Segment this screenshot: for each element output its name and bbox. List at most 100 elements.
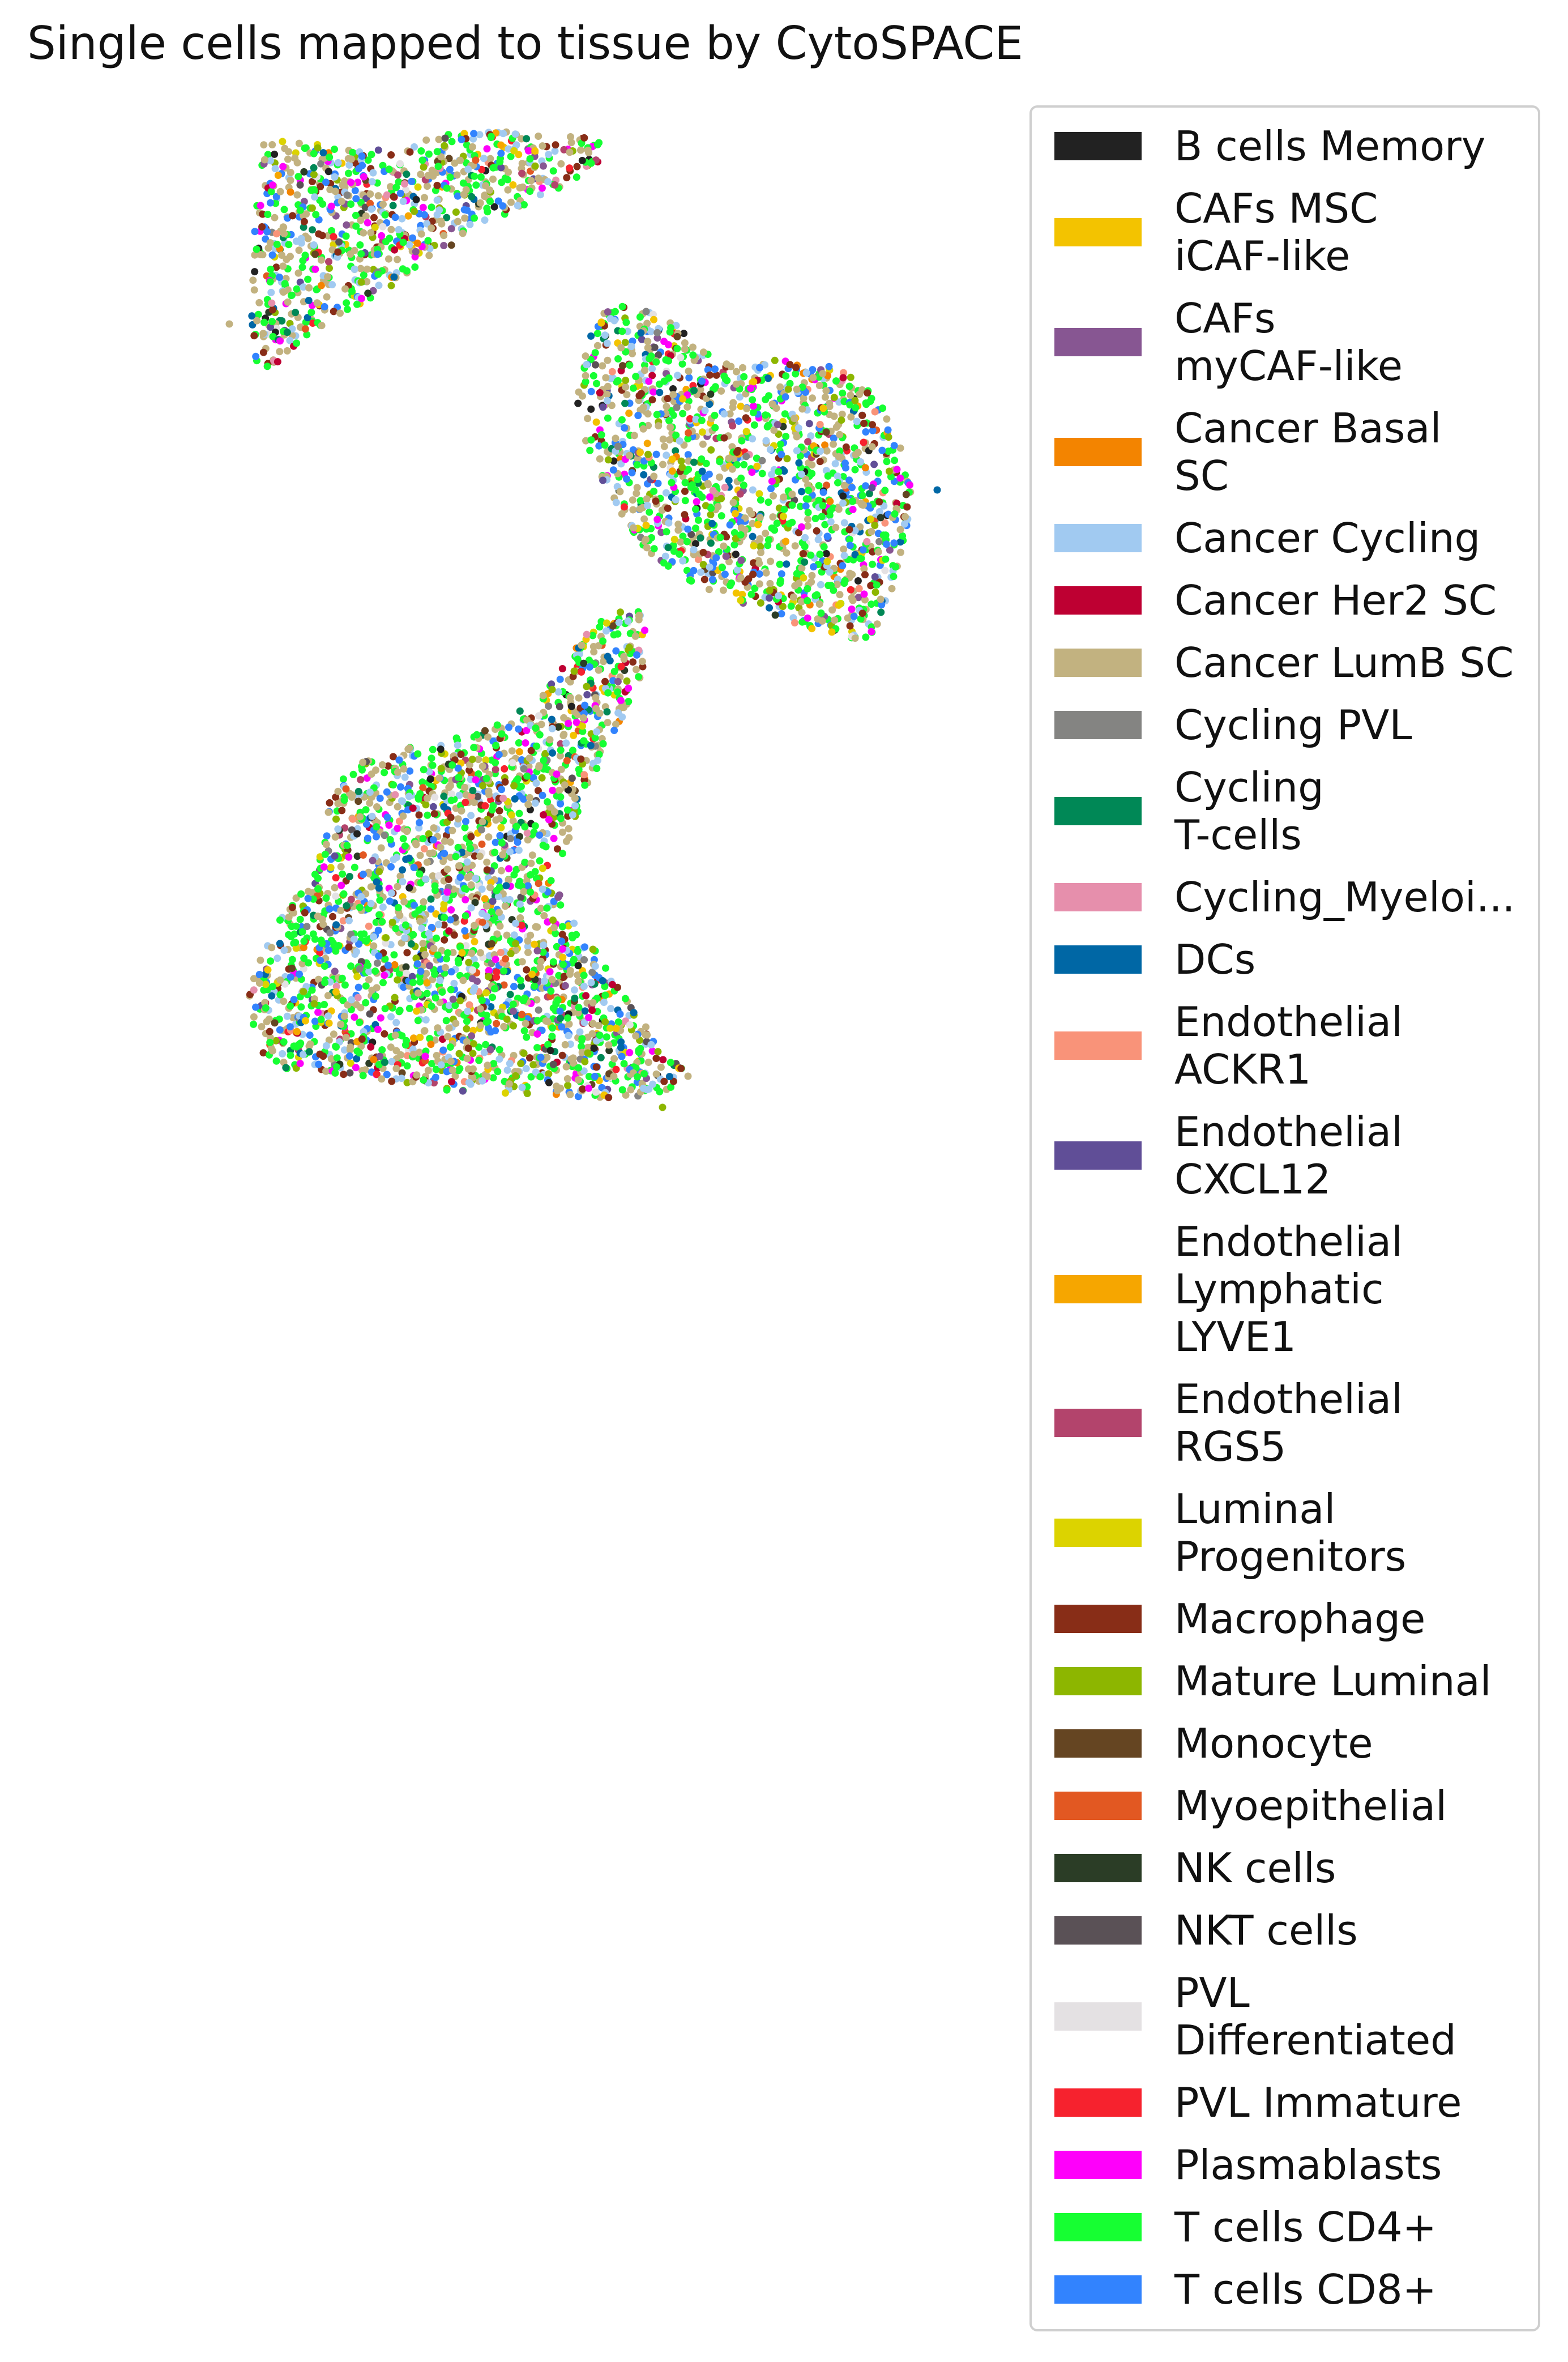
cell-point xyxy=(762,437,770,445)
cell-point xyxy=(326,978,334,986)
cell-point xyxy=(262,980,270,988)
cell-point xyxy=(260,318,268,326)
cell-point xyxy=(808,572,816,579)
cell-point xyxy=(305,284,313,292)
cell-point xyxy=(332,921,340,929)
cell-point xyxy=(588,1007,596,1014)
cell-point xyxy=(475,756,482,764)
cell-point xyxy=(418,778,426,786)
cell-point xyxy=(431,793,439,801)
cell-point xyxy=(597,319,605,327)
cell-point xyxy=(292,944,300,952)
cell-point xyxy=(373,959,381,967)
cell-point xyxy=(418,156,426,164)
cell-point xyxy=(558,1051,566,1059)
cell-point xyxy=(740,461,748,468)
cell-point xyxy=(309,226,316,234)
cell-point xyxy=(527,888,534,896)
cell-point xyxy=(301,325,309,333)
cell-point xyxy=(369,856,377,864)
cell-point xyxy=(846,622,854,630)
cell-point xyxy=(622,318,630,326)
cell-point xyxy=(643,544,651,552)
cell-point xyxy=(890,442,898,450)
cell-point xyxy=(288,291,296,299)
cell-point xyxy=(839,492,847,500)
cell-point xyxy=(394,768,401,776)
cell-point xyxy=(424,1067,432,1075)
cell-point xyxy=(815,600,823,608)
cell-point xyxy=(845,476,853,484)
cell-point xyxy=(551,181,559,189)
cell-point xyxy=(525,794,533,801)
cell-point xyxy=(313,285,321,293)
cell-point xyxy=(481,727,489,735)
cell-point xyxy=(591,962,599,970)
cell-point xyxy=(674,526,682,534)
cell-point xyxy=(420,1027,428,1035)
cell-point xyxy=(493,886,501,894)
cell-point xyxy=(502,955,510,963)
cell-point xyxy=(587,436,595,444)
cell-point xyxy=(520,1050,528,1057)
cell-point xyxy=(525,754,533,762)
cell-point xyxy=(399,866,406,874)
cell-point xyxy=(351,863,358,871)
cell-point xyxy=(446,838,454,846)
cell-point xyxy=(354,787,362,795)
cell-point xyxy=(520,201,528,208)
cell-point xyxy=(421,194,428,202)
cell-point xyxy=(351,265,358,273)
cell-point xyxy=(340,796,348,804)
cell-point xyxy=(341,981,349,989)
cell-point xyxy=(469,1040,477,1048)
cell-point xyxy=(365,967,373,975)
cell-point xyxy=(557,746,565,754)
cell-point xyxy=(504,186,512,194)
cell-point xyxy=(612,1024,620,1032)
cell-point xyxy=(736,490,744,498)
cell-point xyxy=(443,1086,451,1094)
cell-point xyxy=(669,391,677,399)
cell-point xyxy=(563,806,571,814)
cell-point xyxy=(618,416,626,424)
cell-point xyxy=(631,632,639,640)
cell-point xyxy=(485,787,493,795)
cell-point xyxy=(611,308,619,315)
cell-point xyxy=(298,263,306,271)
cell-point xyxy=(535,133,542,140)
cell-point xyxy=(625,410,633,417)
cell-point xyxy=(621,424,629,432)
cell-point xyxy=(903,503,911,511)
cell-point xyxy=(471,214,478,222)
cell-point xyxy=(430,824,438,832)
cell-point xyxy=(801,543,809,551)
cell-point xyxy=(482,1012,490,1020)
cell-point xyxy=(524,147,532,155)
cell-point xyxy=(267,323,274,331)
cell-point xyxy=(488,940,495,948)
cell-point xyxy=(332,815,340,823)
cell-point xyxy=(815,382,823,389)
cell-point xyxy=(620,655,628,663)
cell-point xyxy=(527,177,535,185)
legend-label: DCs xyxy=(1174,936,1256,983)
cell-point xyxy=(772,404,780,412)
cell-point xyxy=(639,403,647,411)
cell-point xyxy=(367,1043,375,1051)
cell-point xyxy=(503,931,511,939)
cell-point xyxy=(435,774,443,782)
cell-point xyxy=(416,851,424,859)
cell-point xyxy=(359,851,367,859)
cell-point xyxy=(603,619,610,627)
cell-point xyxy=(374,192,382,200)
cell-point xyxy=(305,297,313,304)
cell-point xyxy=(347,1059,354,1067)
cell-point xyxy=(505,723,512,731)
cell-point xyxy=(295,246,303,254)
cell-point xyxy=(708,519,716,527)
cell-point xyxy=(857,615,865,623)
cell-point xyxy=(409,979,417,986)
cell-point xyxy=(727,363,735,370)
cell-point xyxy=(271,165,279,173)
